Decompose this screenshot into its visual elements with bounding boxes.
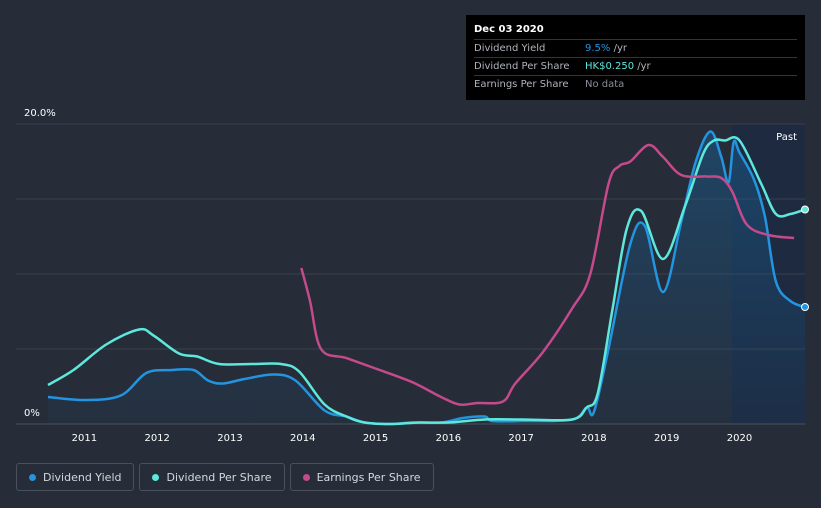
y-tick-top: 20.0% bbox=[24, 108, 56, 119]
legend-label: Dividend Yield bbox=[43, 470, 122, 484]
tooltip-label: Dividend Yield bbox=[474, 43, 546, 54]
tooltip-value: HK$0.250 bbox=[585, 61, 635, 72]
tooltip-unit: /yr bbox=[610, 43, 627, 54]
legend-earnings-per-share[interactable]: Earnings Per Share bbox=[289, 463, 434, 491]
dividend-yield-end-marker bbox=[801, 303, 809, 311]
tooltip-row-dividend-yield: Dividend Yield 9.5% /yr bbox=[474, 39, 797, 57]
tooltip-row-earnings-per-share: Earnings Per Share No data bbox=[474, 75, 797, 93]
x-tick-label: 2017 bbox=[508, 433, 533, 444]
x-tick-label: 2013 bbox=[217, 433, 242, 444]
tooltip-unit: /yr bbox=[634, 61, 651, 72]
dividend-per-share-line bbox=[47, 136, 806, 426]
legend-dividend-per-share[interactable]: Dividend Per Share bbox=[139, 463, 285, 491]
x-tick-label: 2016 bbox=[436, 433, 461, 444]
tooltip-label: Dividend Per Share bbox=[474, 61, 570, 72]
y-tick-bottom: 0% bbox=[24, 408, 40, 419]
x-tick-label: 2018 bbox=[581, 433, 606, 444]
legend-dot-icon bbox=[152, 473, 160, 481]
tooltip-label: Earnings Per Share bbox=[474, 79, 569, 90]
x-tick-label: 2014 bbox=[290, 433, 315, 444]
dividend-yield-line bbox=[47, 130, 806, 426]
tooltip-value: 9.5% bbox=[585, 43, 611, 54]
tooltip-date: Dec 03 2020 bbox=[474, 24, 544, 35]
past-label: Past bbox=[776, 132, 797, 143]
dividend-yield-area bbox=[48, 131, 805, 424]
chart-area: 2011 2012 2013 2014 2015 2016 2017 2018 2019 2020… bbox=[16, 108, 809, 444]
tooltip: Dec 03 2020 Dividend Yield 9.5% /yr Divi… bbox=[466, 15, 805, 100]
x-tick-label: 2020 bbox=[727, 433, 752, 444]
legend-label: Earnings Per Share bbox=[316, 470, 421, 484]
legend-dividend-yield[interactable]: Dividend Yield bbox=[16, 463, 135, 491]
legend-dot-icon bbox=[302, 473, 310, 481]
legend-dot-icon bbox=[29, 473, 36, 481]
legend-label: Dividend Per Share bbox=[166, 470, 272, 484]
x-tick-label: 2019 bbox=[654, 433, 679, 444]
x-tick-label: 2012 bbox=[144, 433, 169, 444]
earnings-per-share-line bbox=[300, 143, 795, 407]
x-axis: 2011 2012 2013 2014 2015 2016 2017 2018 2019 2020 bbox=[72, 433, 753, 444]
dividend-per-share-end-marker bbox=[801, 205, 809, 214]
x-tick-label: 2011 bbox=[72, 433, 97, 444]
legend: Dividend Yield Dividend Per Share Earnin… bbox=[16, 463, 434, 491]
x-tick-label: 2015 bbox=[363, 433, 388, 444]
tooltip-value: No data bbox=[585, 79, 625, 90]
tooltip-row-dividend-per-share: Dividend Per Share HK$0.250 /yr bbox=[474, 57, 797, 75]
